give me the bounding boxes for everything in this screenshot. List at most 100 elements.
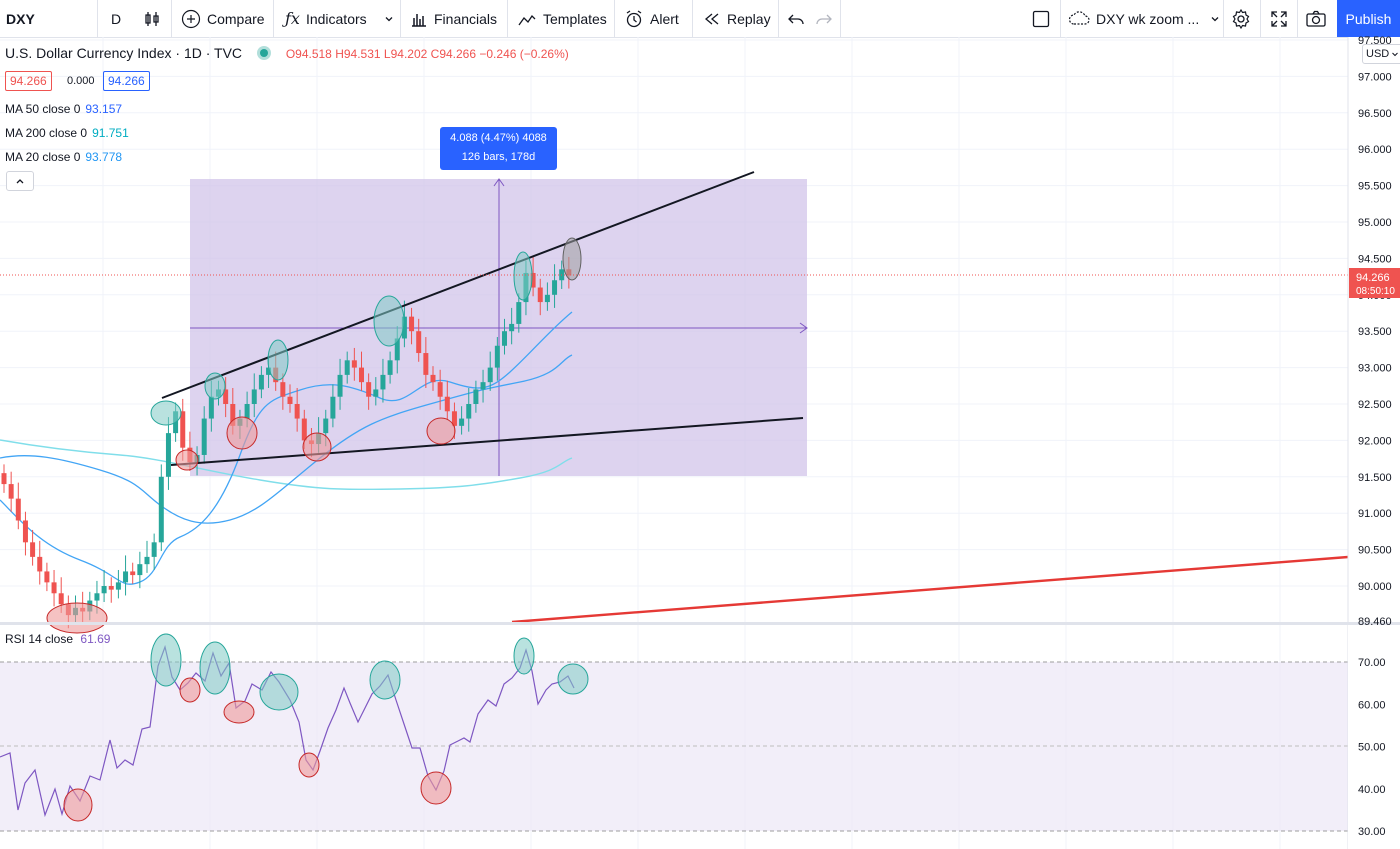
teal-ellipse[interactable] xyxy=(373,295,405,347)
red-ellipse[interactable] xyxy=(298,752,320,778)
price-tick-label: 95.500 xyxy=(1358,181,1392,193)
redo-button[interactable] xyxy=(815,0,833,37)
templates-icon xyxy=(517,10,537,28)
price-tick-label: 91.500 xyxy=(1358,472,1392,484)
undo-button[interactable] xyxy=(787,0,805,37)
chart-type-button[interactable] xyxy=(143,0,161,37)
price-tick-label: 90.000 xyxy=(1358,581,1392,593)
candle-body xyxy=(301,418,307,441)
replay-button[interactable]: Replay xyxy=(703,0,771,37)
red-ellipse[interactable] xyxy=(179,677,201,703)
financials-button[interactable]: Financials xyxy=(410,0,497,37)
rsi-legend[interactable]: RSI 14 close 61.69 xyxy=(5,632,110,646)
measure-bars: 126 bars, 178d xyxy=(461,151,536,163)
indicators-button[interactable]: ƒx Indicators xyxy=(285,0,367,37)
sell-price-box[interactable]: 94.266 xyxy=(5,71,52,91)
candle-body xyxy=(173,411,179,434)
alert-button[interactable]: Alert xyxy=(624,0,679,37)
candle-body xyxy=(151,542,157,557)
indicators-dropdown[interactable] xyxy=(383,0,395,37)
price-range-box[interactable] xyxy=(190,179,807,476)
toolbar-divider xyxy=(97,0,98,37)
red-ellipse[interactable] xyxy=(226,416,258,450)
ohlc-close: C94.266 xyxy=(430,47,477,61)
teal-ellipse[interactable] xyxy=(513,251,533,301)
price-tick-label: 97.000 xyxy=(1358,71,1392,83)
interval-button[interactable]: D xyxy=(111,0,121,37)
teal-ellipse[interactable] xyxy=(150,400,182,426)
chevron-down-icon xyxy=(1209,13,1221,25)
price-tick-label: 92.000 xyxy=(1358,435,1392,447)
bar-chart-icon xyxy=(410,10,428,28)
teal-ellipse[interactable] xyxy=(557,663,589,695)
candle-body xyxy=(51,582,57,594)
collapse-legend-button[interactable] xyxy=(6,171,34,191)
ma200-label: MA 200 close 0 xyxy=(5,126,88,140)
spread-box: 0.000 xyxy=(63,71,99,91)
symbol-search[interactable]: DXY xyxy=(6,0,35,37)
candle-body xyxy=(87,600,93,612)
teal-ellipse[interactable] xyxy=(199,641,231,695)
price-axis[interactable] xyxy=(1348,37,1400,622)
upper-trendline[interactable] xyxy=(161,171,755,399)
teal-ellipse[interactable] xyxy=(369,660,401,700)
candle-body xyxy=(437,382,443,397)
fullscreen-layout-toggle[interactable] xyxy=(1031,0,1051,37)
red-trendline[interactable] xyxy=(511,555,1349,624)
candle-body xyxy=(380,374,386,390)
red-ellipse[interactable] xyxy=(426,417,456,445)
red-ellipse[interactable] xyxy=(420,771,452,805)
candle-body xyxy=(187,447,193,463)
candle-body xyxy=(165,433,171,477)
price-tick-label: 93.000 xyxy=(1358,363,1392,375)
teal-ellipse[interactable] xyxy=(150,633,182,687)
rsi-tick-label: 60.00 xyxy=(1358,699,1386,711)
toolbar-divider xyxy=(1260,0,1261,37)
price-tick-label: 92.500 xyxy=(1358,399,1392,411)
candle-body xyxy=(373,389,379,397)
red-ellipse[interactable] xyxy=(63,788,93,822)
red-ellipse[interactable] xyxy=(302,432,332,462)
buy-price-box[interactable]: 94.266 xyxy=(103,71,150,91)
rsi-axis[interactable] xyxy=(1348,625,1400,849)
candle-body xyxy=(430,374,436,383)
layout-selector[interactable]: DXY wk zoom ... xyxy=(1068,0,1221,37)
candle-body xyxy=(208,396,214,419)
compare-button[interactable]: Compare xyxy=(181,0,265,37)
redo-icon xyxy=(815,11,833,27)
candle-body xyxy=(194,454,200,463)
ma50-legend[interactable]: MA 50 close 0 93.157 xyxy=(5,102,122,116)
ma200-value: 91.751 xyxy=(92,126,129,140)
red-ellipse[interactable] xyxy=(175,449,199,471)
series-title[interactable]: U.S. Dollar Currency Index · 1D · TVC xyxy=(5,45,243,61)
snapshot-button[interactable] xyxy=(1305,0,1327,37)
grey-ellipse[interactable] xyxy=(562,237,582,281)
rsi-ellipses xyxy=(63,633,589,822)
teal-ellipse[interactable] xyxy=(513,637,535,675)
templates-button[interactable]: Templates xyxy=(517,0,607,37)
ask-price: 94.266 xyxy=(108,74,145,88)
market-status-dot xyxy=(259,49,268,57)
ma200-legend[interactable]: MA 200 close 0 91.751 xyxy=(5,126,129,140)
camera-icon xyxy=(1305,9,1327,29)
red-ellipse[interactable] xyxy=(223,700,255,724)
lower-trendline[interactable] xyxy=(170,417,804,466)
currency-selector[interactable]: USD xyxy=(1362,44,1400,64)
teal-ellipse[interactable] xyxy=(259,673,299,711)
candle-body xyxy=(201,418,207,455)
ma20-legend[interactable]: MA 20 close 0 93.778 xyxy=(5,150,122,164)
settings-button[interactable] xyxy=(1230,0,1252,37)
candle-body xyxy=(287,396,293,404)
candle-body xyxy=(123,571,129,583)
candle-body xyxy=(1,473,7,485)
candle-body xyxy=(58,593,64,605)
teal-ellipse[interactable] xyxy=(267,339,289,381)
publish-button[interactable]: Publish xyxy=(1337,0,1400,37)
price-tick-label: 94.000 xyxy=(1358,290,1392,302)
fullscreen-button[interactable] xyxy=(1269,0,1289,37)
teal-ellipse[interactable] xyxy=(204,372,226,400)
pane-separator[interactable] xyxy=(0,622,1400,625)
financials-label: Financials xyxy=(434,10,498,27)
red-ellipse[interactable] xyxy=(46,602,108,634)
price-tick-label: 95.000 xyxy=(1358,217,1392,229)
